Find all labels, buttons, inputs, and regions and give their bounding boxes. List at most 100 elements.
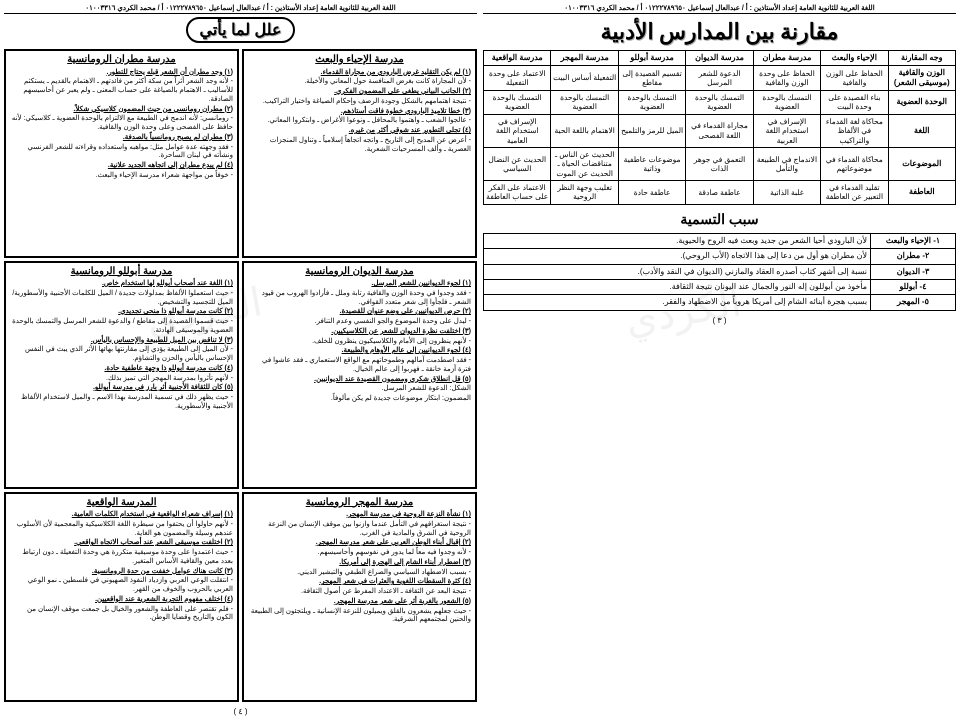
compare-col-header: مدرسة مطران	[753, 51, 820, 66]
box-line: (١) لم يكن التقليد غرض البارودي من مجارا…	[248, 69, 471, 78]
box-line: (٤) كثرة السقطات اللغوية والعثرات في شعر…	[248, 578, 471, 587]
page-right: اللغة العربية للثانوية العامة إعداد الأس…	[483, 4, 956, 716]
compare-col-header: وجه المقارنة	[888, 51, 955, 66]
box-line: (٤) لجوء الديوانيين إلى عالم الأوهام وال…	[248, 347, 471, 356]
compare-cell: التعمق في جوهر الذات	[686, 147, 753, 180]
box-line: - نتيجة استغراقهم في التأمل عندما وازنوا…	[248, 521, 471, 539]
box-line: (٥) كان للثقافة الأجنبية أثر بارز في مدر…	[10, 384, 233, 393]
box-line: - لأنه وجد الشعر أثراً من سكة أكثر من فا…	[10, 78, 233, 104]
box-line: (٣) كانت هناك عوامل خففت من حدة الرومانس…	[10, 568, 233, 577]
compare-col-header: مدرسة الواقعية	[484, 51, 551, 66]
compare-cell: الحفاظ على وحدة الوزن والقافية	[753, 66, 820, 91]
page-left: اللغة العربية للثانوية العامة إعداد الأس…	[4, 4, 477, 716]
box-line: (٣) لا تناقض بين الميل للطبيعة والإحساس …	[10, 337, 233, 346]
compare-cell: مجاراة القدماء في اللغة الفصحى	[686, 114, 753, 147]
compare-cell: الاعتماد على الفكر على حساب العاطفة	[484, 181, 551, 205]
compare-col-header: مدرسة أبوللو	[618, 51, 685, 66]
compare-cell: الحديث عن الناس ـ متناقضات الحياة ـ الحد…	[551, 147, 618, 180]
box-line: - انتقلت الوعي العربي وازدياد النفوذ الص…	[10, 577, 233, 595]
box-line: (٤) لم يبدع مطران إلى اتجاهه الجديد علان…	[10, 162, 233, 171]
compare-row-label: الوحدة العضوية	[888, 91, 955, 115]
box-line: - لأنهم حاولوا أن يحتفوا من سيطرة اللغة …	[10, 521, 233, 539]
box-line: - عالجوا الشعب ـ واهتموا بالمحافل ـ ونوع…	[248, 117, 471, 126]
naming-text: لأن مطران هو أول من دعا إلى هذا الاتجاه …	[484, 249, 871, 264]
box-line: (٢) حرص الديوانيين على وضع عنوان للقصيدة…	[248, 308, 471, 317]
compare-cell: الحديث عن النضال السياسي	[484, 147, 551, 180]
box-line: (٤) اختلف مفهوم التجربة الشعرية عند الوا…	[10, 596, 233, 605]
naming-text: لأن البارودي أحيا الشعر من جديد وبعث فيه…	[484, 233, 871, 248]
compare-cell: الاعتماد على وحدة التفعيلة	[484, 66, 551, 91]
naming-text: بسبب هجرة أبنائه الشام إلى أمريكا هروباً…	[484, 295, 871, 310]
box-line: (٢) الجانب البياني يطغى على المضمون الفك…	[248, 88, 471, 97]
box-line: - فقد وجدوا في وحدة الوزن والقافية رتابة…	[248, 290, 471, 308]
header-left: اللغة العربية للثانوية العامة إعداد الأس…	[4, 4, 477, 14]
box-line: (٣) خطا تلاميذ البارودي خطوة فاقت أستاذه…	[248, 108, 471, 117]
compare-row-label: الوزن والقافية (موسيقى الشعر)	[888, 66, 955, 91]
pill-title: علل لما يأتي	[186, 17, 296, 43]
compare-cell: محاكاة القدماء في موضوعاتهم	[821, 147, 888, 180]
compare-cell: الميل للرمز والتلميح	[618, 114, 685, 147]
naming-label: ١- الإحياء والبعث	[871, 233, 956, 248]
box-title: مدرسة الإحياء والبعث	[248, 54, 471, 67]
compare-cell: التمسك بالوحدة العضوية	[618, 91, 685, 115]
box-line: (٣) اختلفت نظرة الديوان للشعر عن الكلاسي…	[248, 328, 471, 337]
box-line: - فلم تقتصر على العاطفة والشعور والخيال …	[10, 606, 233, 624]
box-line: (٤) تجلى التطوير عند شوقي أكثر من غيره.	[248, 127, 471, 136]
box-line: - حيث يظهر ذلك في تسمية المدرسة بهذا الا…	[10, 394, 233, 412]
compare-cell: الإسراف في استخدام اللغة العربية	[753, 114, 820, 147]
page-title-compare: مقارنة بين المدارس الأدبية	[483, 19, 956, 45]
page-num-right: ( ٣ )	[483, 316, 956, 325]
compare-row-label: اللغة	[888, 114, 955, 147]
compare-col-header: مدرسة الديوان	[686, 51, 753, 66]
compare-col-header: مدرسة المهجر	[551, 51, 618, 66]
compare-cell: محاكاة لغة القدماء في الألفاظ والتراكيب	[821, 114, 888, 147]
box-line: (١) لجوء الديوانيين للشعر المرسل.	[248, 280, 471, 289]
compare-cell: الاندماج في الطبيعة والتأمل	[753, 147, 820, 180]
content-box: مدرسة مطران الرومانسية (١) وجد مطران أن ا…	[4, 49, 239, 258]
content-box: مدرسة المهجر الرومانسية(١) نشأة النزعة ا…	[242, 492, 477, 703]
box-line: (٣) اضطرار أبناء الشام إلى الهجرة إلى أم…	[248, 559, 471, 568]
compare-cell: الدعوة للشعر المرسل	[686, 66, 753, 91]
boxes-grid: مدرسة الإحياء والبعث (١) لم يكن التقليد غ…	[4, 49, 477, 702]
compare-row-label: العاطفة	[888, 181, 955, 205]
box-line: - رومانسي: لأنه اندمج في الطبيعة مع الال…	[10, 115, 233, 133]
compare-cell: التمسك بالوحدة العضوية	[686, 91, 753, 115]
box-line: (٤) كانت مدرسة أبوللو ذا وجهة عاطفية حاد…	[10, 365, 233, 374]
content-box: المدرسة الواقعية(١) إسراف شعراء الواقعية…	[4, 492, 239, 703]
box-line: - حيث اعتمدوا على وحدة موسيقية متكررة هي…	[10, 549, 233, 567]
box-line: - أعرض عن المديح إلى التاريخ ـ واتجه اتج…	[248, 137, 471, 155]
box-line: - بسبب الاضطهاد السياسي والصراع الطبقي و…	[248, 569, 471, 578]
box-line: (٥) الشعور بالغربة أثر على شعر مدرسة الم…	[248, 598, 471, 607]
box-line: (٢) مطران رومانسي من حيث المضمون كلاسيكي…	[10, 106, 233, 115]
box-line: (٣) مطران لم يصبح رومانسياً بالصدفة.	[10, 134, 233, 143]
box-line: - فقد وجهته عدة عوامل مثل: مواهبه واستعد…	[10, 144, 233, 162]
box-line: - حيث جعلهم يشعرون بالقلق ويميلون للنزعة…	[248, 608, 471, 626]
box-line: (١) نشأة النزعة الروحية في مدرسة المهجر.	[248, 511, 471, 520]
box-line: - ليدل على وحدة الموضوع والجو النفسي وعد…	[248, 318, 471, 327]
box-title: مدرسة مطران الرومانسية	[10, 54, 233, 67]
box-line: الشكل: الدعوة للشعر المرسل.	[248, 385, 471, 394]
box-line: (١) اللغة عند أصحاب أبوللو لها استخدام خ…	[10, 280, 233, 289]
naming-label: ٢- مطران	[871, 249, 956, 264]
compare-col-header: الإحياء والبعث	[821, 51, 888, 66]
box-title: مدرسة المهجر الرومانسية	[248, 497, 471, 510]
box-line: (٢) اختلفت موسيقى الشعر عند أصحاب الاتجا…	[10, 539, 233, 548]
compare-cell: غلبة الذاتية	[753, 181, 820, 205]
compare-cell: الحفاظ على الوزن والقافية	[821, 66, 888, 91]
box-line: - حيث استعملوا الألفاظ بمدلولات جديدة / …	[10, 290, 233, 308]
box-line: - فقد اصطدمت آمالهم وطموحاتهم مع الواقع …	[248, 357, 471, 375]
box-line: - لأن الميل إلى الطبيعة يؤدي إلى مقارنته…	[10, 346, 233, 364]
box-line: (١) إسراف شعراء الواقعية في استخدام الكل…	[10, 511, 233, 520]
compare-cell: تقليد القدماء في التعبير عن العاطفة	[821, 181, 888, 205]
compare-cell: الإسراف في استخدام اللغة العامية	[484, 114, 551, 147]
content-box: مدرسة أبوللو الرومانسية(١) اللغة عند أصح…	[4, 261, 239, 489]
compare-cell: بناء القصيدة على وحدة البيت	[821, 91, 888, 115]
box-title: المدرسة الواقعية	[10, 497, 233, 510]
box-line: (٢) إقبال أبناء الوطن العربي على شعر مدر…	[248, 539, 471, 548]
compare-cell: التمسك بالوحدة العضوية	[484, 91, 551, 115]
compare-cell: عاطفة صادقة	[686, 181, 753, 205]
compare-cell: تقسيم القصيدة إلى مقاطع	[618, 66, 685, 91]
box-line: (١) وجد مطران أن الشعر قبله يحتاج للتطور…	[10, 69, 233, 78]
box-line: - خوفاً من مواجهة شعراء مدرسة الإحياء وا…	[10, 172, 233, 181]
compare-cell: عاطفة حادة	[618, 181, 685, 205]
